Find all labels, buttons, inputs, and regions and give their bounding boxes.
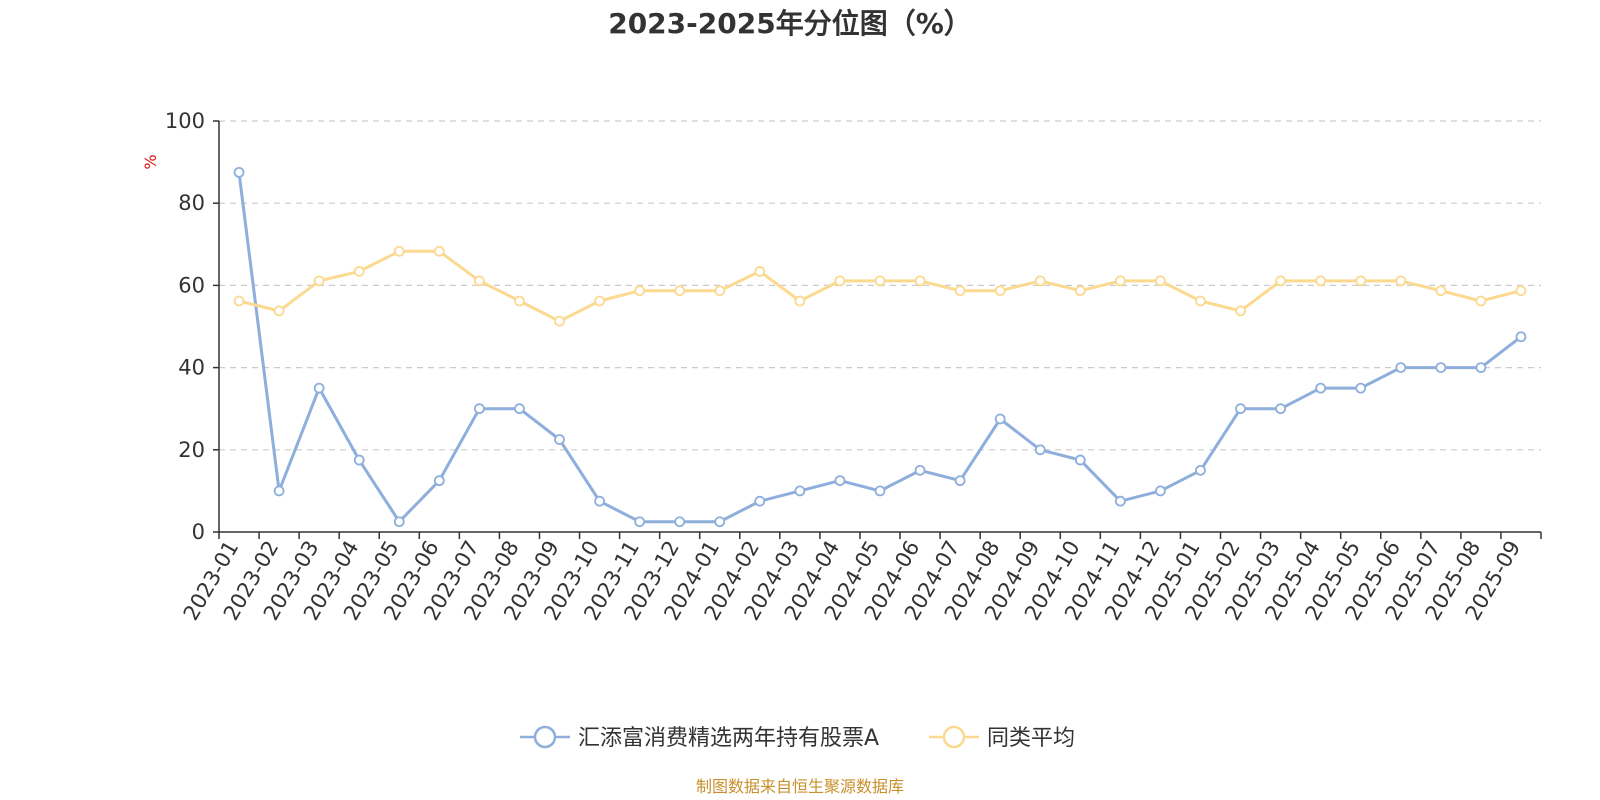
data-point[interactable] <box>1235 403 1246 415</box>
data-point[interactable] <box>1155 485 1166 497</box>
legend-label: 汇添富消费精选两年持有股票A <box>578 726 879 751</box>
series-0 <box>233 166 1527 528</box>
data-point[interactable] <box>754 495 766 507</box>
data-point[interactable] <box>554 315 565 327</box>
data-point[interactable] <box>313 275 325 287</box>
data-point[interactable] <box>554 434 565 445</box>
data-point[interactable] <box>1155 275 1166 287</box>
data-point[interactable] <box>1275 403 1287 415</box>
data-point[interactable] <box>1355 382 1367 394</box>
data-point[interactable] <box>233 295 245 307</box>
data-point[interactable] <box>514 295 525 307</box>
data-point[interactable] <box>1034 275 1046 287</box>
data-point[interactable] <box>1515 331 1527 343</box>
data-point[interactable] <box>353 454 365 466</box>
data-point[interactable] <box>1475 295 1487 307</box>
legend: 汇添富消费精选两年持有股票A 同类平均 <box>520 725 1075 751</box>
data-point[interactable] <box>1435 362 1447 374</box>
data-point[interactable] <box>954 285 966 297</box>
data-point[interactable] <box>273 485 285 497</box>
data-point[interactable] <box>1475 362 1487 374</box>
y-axis-ticks: 0 20 40 60 80 100 <box>165 109 219 544</box>
data-point[interactable] <box>1114 275 1126 287</box>
data-point[interactable] <box>514 403 525 415</box>
data-point[interactable] <box>1435 285 1447 297</box>
data-point[interactable] <box>353 266 365 277</box>
data-point[interactable] <box>834 275 846 287</box>
y-tick-label: 80 <box>178 191 205 215</box>
data-point[interactable] <box>473 275 485 287</box>
source-note: 制图数据来自恒生聚源数据库 <box>696 777 904 796</box>
y-tick-label: 40 <box>178 356 205 380</box>
data-point[interactable] <box>1195 464 1206 476</box>
data-point[interactable] <box>1275 275 1287 287</box>
chart-title: 2023-2025年分位图（%） <box>608 7 972 40</box>
series-layer <box>233 166 1527 528</box>
data-point[interactable] <box>594 495 605 507</box>
data-point[interactable] <box>874 485 886 497</box>
data-point[interactable] <box>1235 305 1246 317</box>
data-point[interactable] <box>433 475 445 487</box>
data-point[interactable] <box>233 166 245 178</box>
data-point[interactable] <box>1515 285 1527 297</box>
data-point[interactable] <box>714 516 726 528</box>
data-point[interactable] <box>954 475 966 487</box>
data-point[interactable] <box>1195 295 1206 307</box>
data-point[interactable] <box>674 516 686 528</box>
data-point[interactable] <box>714 285 726 297</box>
data-point[interactable] <box>393 245 405 257</box>
axes <box>218 121 1541 533</box>
data-point[interactable] <box>433 245 445 257</box>
series-line <box>237 172 1522 524</box>
data-point[interactable] <box>1395 275 1407 287</box>
data-point[interactable] <box>1315 382 1327 394</box>
data-point[interactable] <box>1034 444 1046 456</box>
legend-marker-icon <box>533 725 557 749</box>
data-point[interactable] <box>594 295 605 307</box>
data-point[interactable] <box>473 403 485 415</box>
data-point[interactable] <box>634 285 646 297</box>
y-tick-label: 100 <box>165 109 205 133</box>
data-point[interactable] <box>794 485 806 497</box>
y-tick-label: 20 <box>178 438 205 462</box>
y-tick-label: 0 <box>192 520 205 544</box>
data-point[interactable] <box>754 266 766 277</box>
data-point[interactable] <box>914 275 926 287</box>
data-point[interactable] <box>994 285 1006 297</box>
data-point[interactable] <box>1074 285 1086 297</box>
data-point[interactable] <box>1395 362 1407 374</box>
data-point[interactable] <box>1315 275 1327 287</box>
data-point[interactable] <box>874 275 886 287</box>
y-axis-unit: % <box>141 154 160 169</box>
data-point[interactable] <box>273 305 285 317</box>
data-point[interactable] <box>834 475 846 487</box>
data-point[interactable] <box>313 382 325 394</box>
legend-item[interactable]: 汇添富消费精选两年持有股票A <box>520 725 879 751</box>
series-1 <box>233 245 1527 327</box>
data-point[interactable] <box>1114 495 1126 507</box>
x-axis-ticks: 2023-012023-022023-032023-042023-052023-… <box>179 532 1542 624</box>
data-point[interactable] <box>634 516 646 528</box>
data-point[interactable] <box>674 285 686 297</box>
legend-item[interactable]: 同类平均 <box>929 725 1075 751</box>
data-point[interactable] <box>794 295 806 307</box>
legend-label: 同类平均 <box>987 726 1075 751</box>
data-point[interactable] <box>1074 454 1086 466</box>
data-point[interactable] <box>1355 275 1367 287</box>
legend-marker-icon <box>942 725 966 749</box>
data-point[interactable] <box>393 516 405 528</box>
y-tick-label: 60 <box>178 273 205 297</box>
data-point[interactable] <box>994 413 1006 425</box>
data-point[interactable] <box>914 464 926 476</box>
